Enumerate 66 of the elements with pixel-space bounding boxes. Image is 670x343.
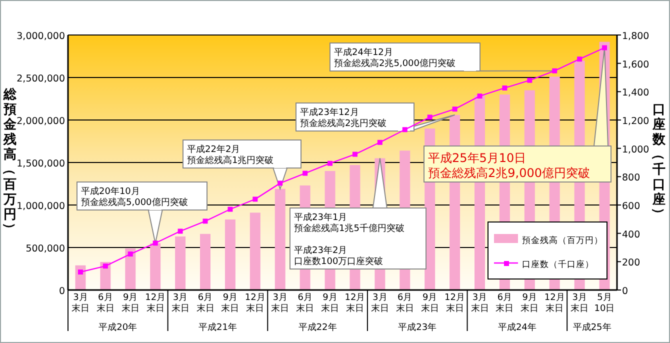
annotation: 預金総残高2兆9,000億円突破 [428, 166, 590, 180]
annotation: 預金総残高2兆円突破 [300, 118, 387, 129]
y-tick-label: 1,500,000 [16, 158, 65, 170]
y2-tick-label: 0 [622, 286, 628, 297]
annotation: 平成25年5月10日 [428, 151, 526, 165]
x-tick-label: 9月末日 [120, 293, 140, 315]
x-tick-label: 9月末日 [420, 293, 440, 315]
callout: 平成20年10月 預金総残高5,000億円突破 [76, 182, 208, 244]
y-tick-label: 1,000,000 [16, 201, 65, 212]
annotation: 平成23年1月 [294, 212, 348, 223]
x-tick-label: 6月末日 [295, 293, 316, 315]
x-tick-label: 3月末日 [70, 293, 90, 315]
y-tick-label: 500,000 [26, 244, 65, 254]
x-tick-label: 3月末日 [470, 293, 490, 315]
x-tick-label: 12月末日 [344, 293, 366, 315]
annotation: 平成23年12月 [300, 107, 359, 118]
y2-tick-label: 400 [622, 229, 640, 240]
x-tick-label: 3月末日 [370, 293, 390, 315]
y2-axis-title: 口座数（千口座） [650, 102, 666, 220]
callout: 平成22年2月 預金総残高1兆円突破 [182, 140, 302, 190]
text: 平成22年 [298, 322, 337, 333]
x-tick-label: 9月末日 [320, 293, 340, 315]
x-tick-label: 9月末日 [520, 293, 540, 315]
annotation: 預金総残高5,000億円突破 [81, 197, 188, 208]
text: 平成21年 [198, 322, 237, 333]
x-tick-label: 12月末日 [244, 293, 266, 315]
x-tick-label: 3月末日 [270, 293, 290, 315]
legend-label: 口座数（千口座） [522, 259, 594, 270]
y-tick-label: 2,000,000 [16, 116, 65, 127]
x-tick-label: 6月末日 [195, 293, 216, 315]
annotation: 預金総残高1兆5千億円突破 [294, 223, 404, 234]
y2-tick-label: 800 [622, 172, 640, 184]
text: 平成23年 [398, 322, 437, 333]
annotation: 口座数100万口座突破 [294, 256, 384, 267]
x-tick-label: 5月10日 [594, 293, 616, 315]
x-tick-label: 6月末日 [95, 293, 116, 315]
x-tick-label: 3月末日 [170, 293, 190, 315]
annotation: 平成20年10月 [81, 186, 140, 197]
annotation: 平成24年12月 [334, 47, 393, 58]
x-tick-label: 3月末日 [570, 293, 590, 315]
legend-label: 預金残高（百万円） [522, 235, 603, 246]
y-tick-label: 2,500,000 [16, 74, 65, 84]
annotation: 平成23年2月 [294, 245, 348, 256]
text: 総預金残高（百万円） [2, 88, 16, 236]
y-tick-label: 0 [58, 286, 65, 297]
x-tick-label: 6月末日 [394, 293, 415, 315]
annotation: 平成22年2月 [187, 144, 240, 155]
y2-tick-label: 1,600 [622, 59, 650, 70]
x-tick-label: 6月末日 [494, 293, 515, 315]
y-tick-label: 3,000,000 [16, 31, 65, 42]
annotation: 預金総残高2兆5,000億円突破 [334, 58, 456, 69]
annotation: 預金総残高1兆円突破 [187, 155, 274, 166]
text: 平成24年 [498, 322, 536, 333]
y2-tick-label: 1,400 [622, 88, 650, 99]
y2-tick-label: 1,800 [622, 31, 650, 42]
text: 平成20年 [98, 322, 138, 333]
text: 平成25年 [572, 322, 612, 333]
callout: 平成23年12月 預金総残高2兆円突破 [296, 102, 456, 132]
x-tick-label: 12月末日 [144, 293, 166, 315]
x-tick-label: 12月末日 [444, 293, 466, 315]
y2-tick-label: 1,000 [622, 144, 650, 156]
x-tick-label: 12月末日 [544, 293, 566, 315]
x-tick-label: 9月末日 [220, 293, 240, 315]
y2-tick-label: 200 [622, 258, 640, 269]
y2-tick-label: 1,200 [622, 116, 650, 127]
y2-tick-label: 600 [622, 201, 640, 212]
